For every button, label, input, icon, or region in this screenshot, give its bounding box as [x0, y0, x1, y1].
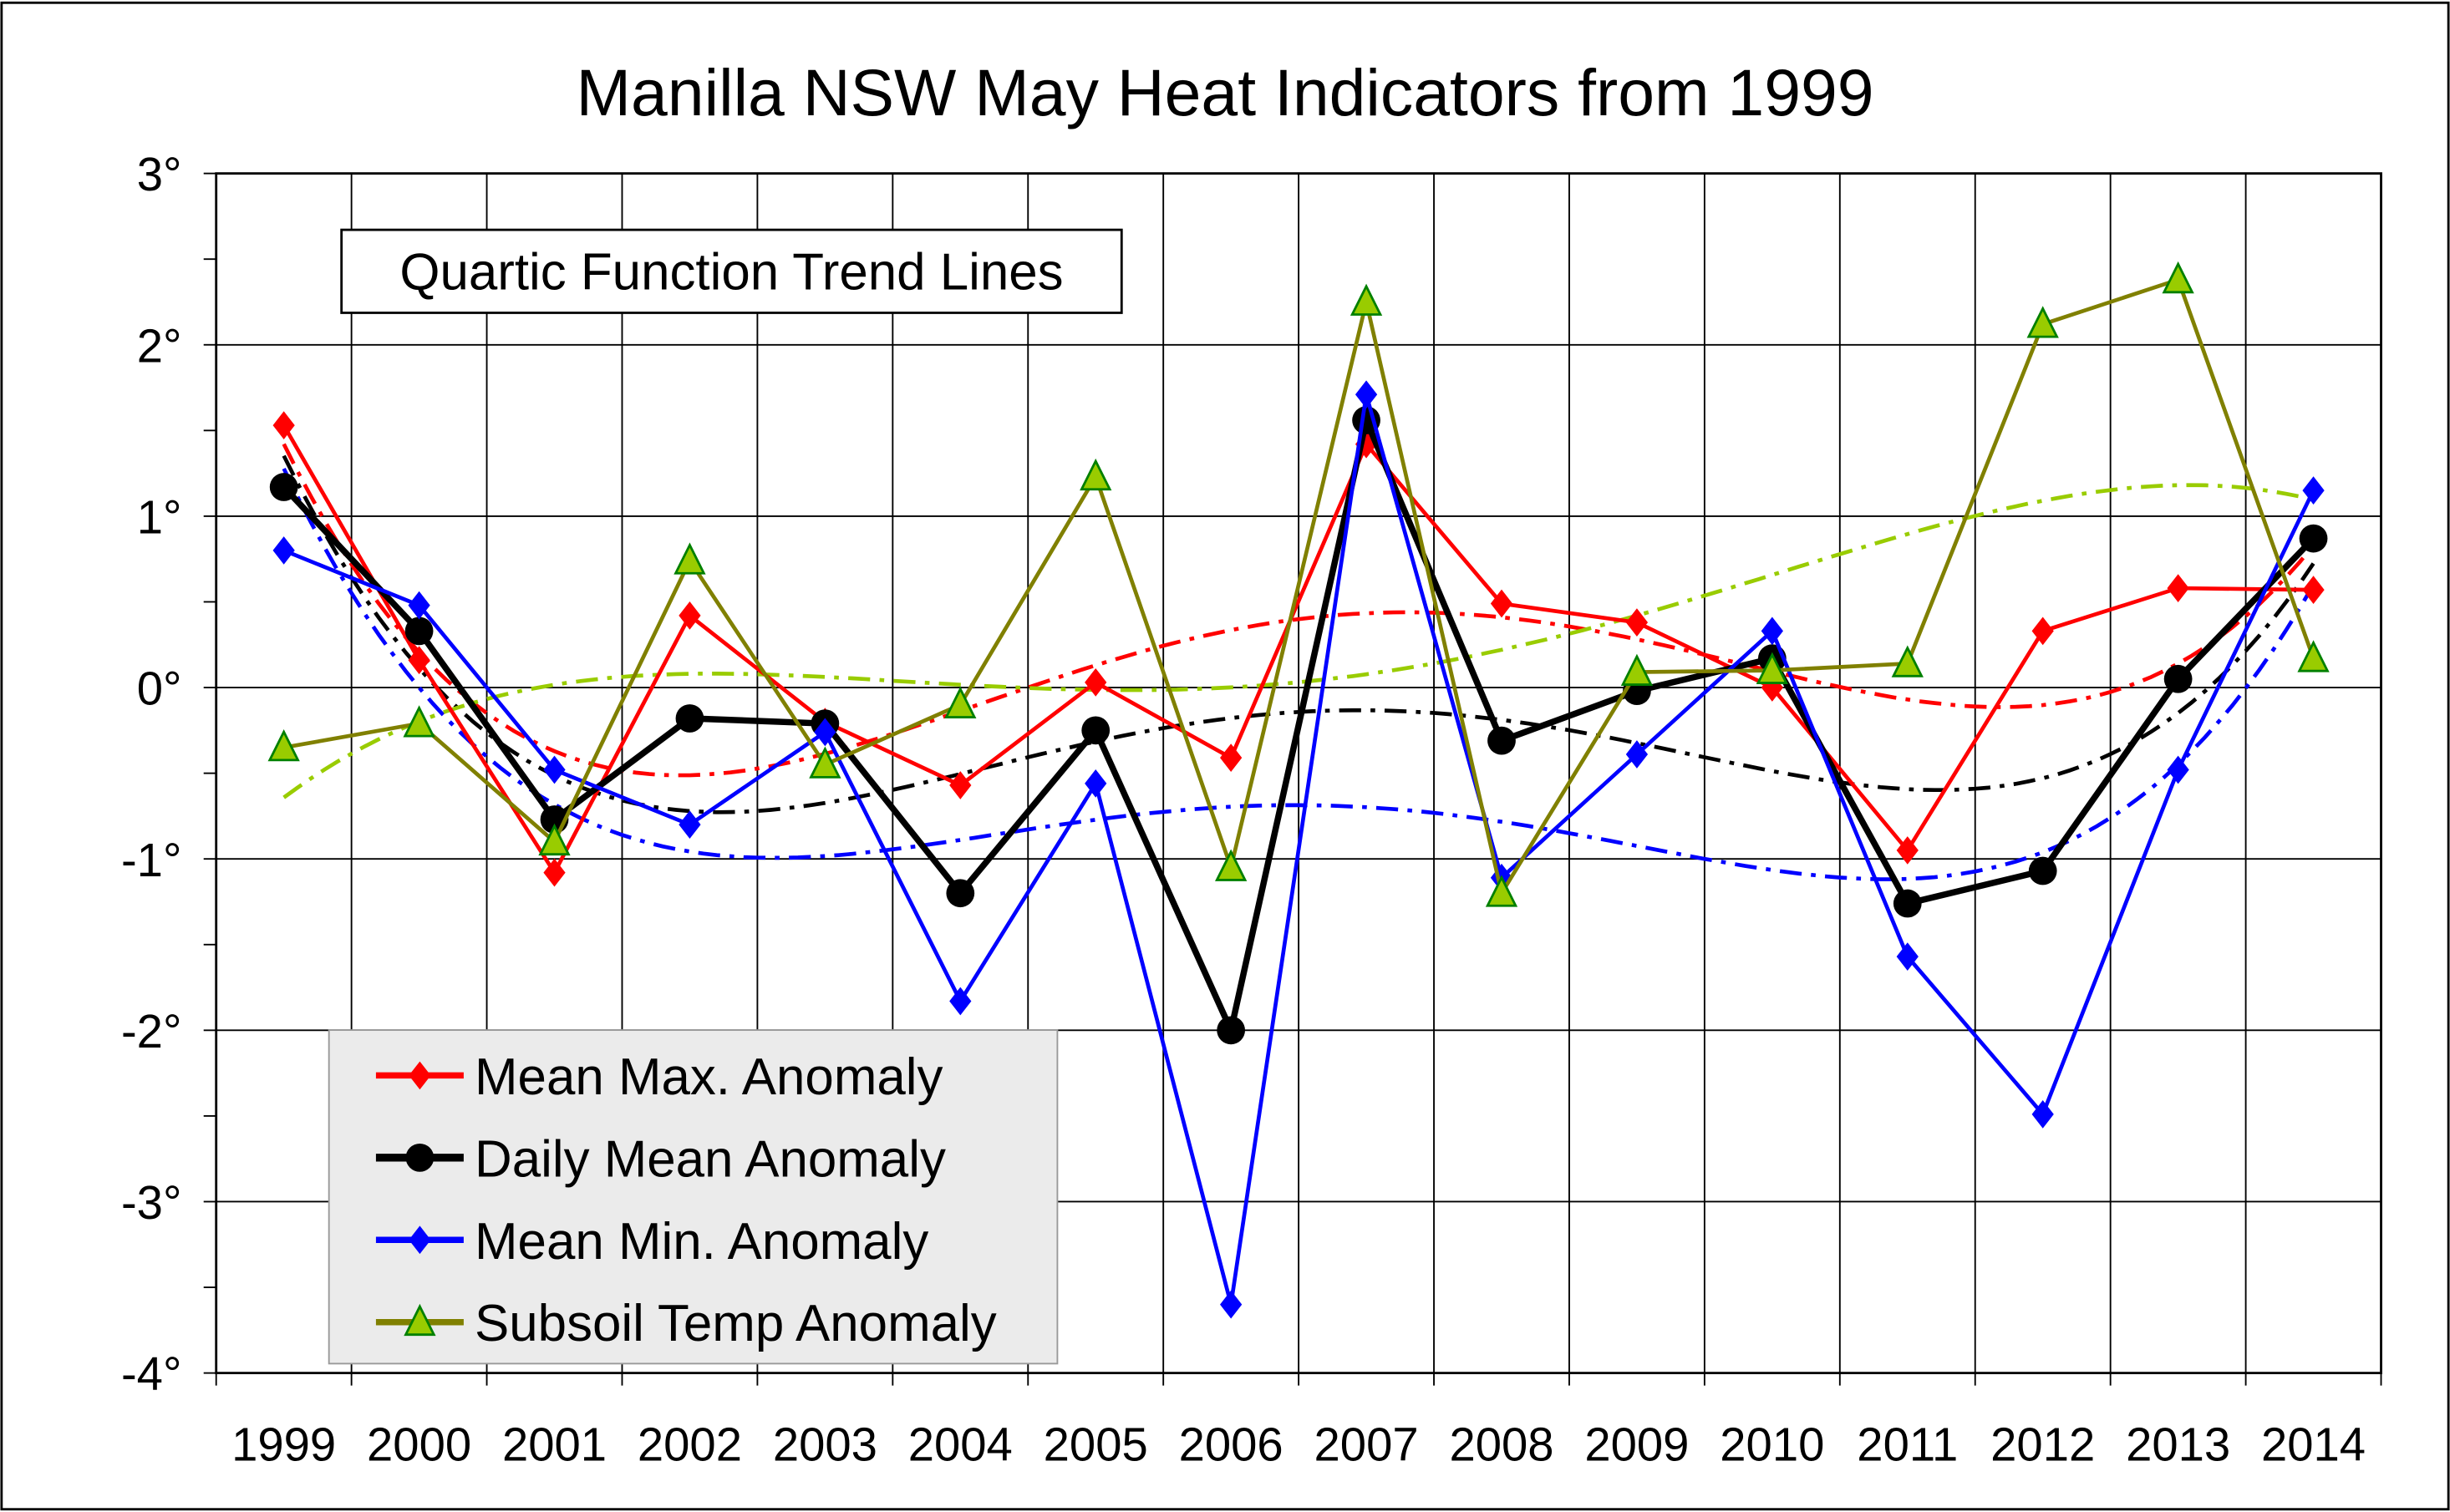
x-tick-label: 2012 — [1990, 1418, 2095, 1471]
x-tick-label: 2011 — [1857, 1418, 1958, 1471]
y-tick-label: 2° — [137, 319, 182, 372]
triangle-marker — [403, 705, 435, 738]
circle-marker — [269, 473, 298, 501]
series-3 — [267, 261, 2330, 907]
x-tick-label: 1999 — [231, 1418, 336, 1471]
triangle-marker — [1756, 652, 1788, 684]
triangle-marker — [1080, 458, 1112, 491]
diamond-marker — [1761, 616, 1783, 646]
diamond-marker — [1490, 589, 1513, 618]
legend-label: Subsoil Temp Anomaly — [475, 1295, 997, 1352]
y-tick-label: -3° — [121, 1176, 182, 1229]
annotation-text: Quartic Function Trend Lines — [399, 243, 1063, 301]
x-tick-label: 2008 — [1449, 1418, 1553, 1471]
triangle-marker — [2297, 640, 2330, 672]
triangle-marker — [1485, 875, 1518, 907]
x-tick-label: 2005 — [1044, 1418, 1148, 1471]
diamond-marker — [2031, 616, 2054, 646]
trend-line-2 — [282, 467, 2315, 881]
x-axis: 1999 2000 2001 2002 2003 2004 2005 2006 2007 2008… — [215, 1372, 2382, 1471]
diamond-marker — [1625, 740, 1649, 769]
legend: Mean Max. Anomaly Daily Mean Anomaly Mean … — [328, 1029, 1059, 1365]
legend-label: Mean Min. Anomaly — [475, 1213, 928, 1271]
circle-marker — [1893, 889, 1922, 918]
triangle-marker — [2026, 306, 2059, 338]
triangle-marker — [2162, 261, 2194, 294]
series-line — [282, 393, 2315, 1306]
circle-marker — [1081, 716, 1111, 745]
x-tick-label: 2002 — [638, 1418, 742, 1471]
triangle-marker — [809, 746, 841, 779]
series-line — [282, 424, 2314, 877]
x-tick-label: 2001 — [502, 1418, 607, 1471]
x-tick-label: 2007 — [1314, 1418, 1419, 1471]
x-tick-label: 2003 — [773, 1418, 877, 1471]
circle-marker — [2028, 856, 2057, 885]
circle-marker — [2299, 524, 2328, 553]
y-tick-label: -4° — [121, 1347, 182, 1400]
y-tick-label: -1° — [121, 834, 182, 886]
triangle-marker — [538, 823, 571, 856]
y-tick-label: -2° — [121, 1005, 182, 1058]
legend-label: Daily Mean Anomaly — [475, 1130, 946, 1188]
diamond-marker — [1085, 769, 1107, 798]
diamond-marker — [679, 601, 701, 630]
diamond-marker — [408, 591, 430, 620]
triangle-marker — [1215, 849, 1248, 881]
trend-line-3 — [282, 483, 2315, 799]
diamond-marker — [1085, 668, 1107, 697]
triangle-marker — [1350, 283, 1383, 316]
diamond-marker — [408, 646, 430, 675]
circle-marker — [2163, 664, 2193, 693]
x-tick-label: 2010 — [1720, 1418, 1824, 1471]
diamond-marker — [679, 810, 701, 840]
circle-marker — [404, 616, 434, 646]
triangle-marker — [404, 1303, 436, 1337]
y-tick-label: 3° — [137, 148, 182, 200]
diamond-marker — [2167, 574, 2189, 602]
x-tick-label: 2000 — [367, 1418, 471, 1471]
annotation-box: Quartic Function Trend Lines — [340, 228, 1123, 314]
circle-marker — [405, 1143, 435, 1172]
triangle-marker — [1620, 653, 1654, 686]
x-tick-label: 2004 — [908, 1418, 1013, 1471]
series-line — [281, 409, 2316, 1041]
y-axis: 3° 2° 1° 0° -1° -2° -3° -4° — [121, 148, 216, 1400]
legend-label: Mean Max. Anomaly — [475, 1048, 943, 1106]
triangle-marker — [944, 686, 977, 718]
diamond-marker — [1625, 608, 1649, 637]
diamond-marker — [1896, 836, 1919, 865]
diamond-marker — [1355, 380, 1378, 409]
diamond-marker — [1220, 743, 1243, 773]
series-lines — [267, 261, 2330, 1319]
triangle-marker — [1891, 645, 1924, 677]
circle-marker — [946, 879, 975, 908]
triangle-marker — [673, 542, 706, 575]
x-tick-label: 2006 — [1179, 1418, 1283, 1471]
series-line — [283, 277, 2315, 899]
y-tick-label: 0° — [137, 662, 182, 715]
triangle-marker — [267, 728, 300, 762]
x-tick-label: 2013 — [2126, 1418, 2230, 1471]
x-tick-label: 2014 — [2261, 1418, 2366, 1471]
circle-marker — [1217, 1016, 1246, 1045]
circle-marker — [1487, 726, 1516, 755]
chart-title: Manilla NSW May Heat Indicators from 199… — [576, 56, 1873, 129]
y-tick-label: 1° — [137, 491, 182, 544]
x-tick-label: 2009 — [1584, 1418, 1689, 1471]
circle-marker — [675, 704, 704, 733]
diamond-marker — [949, 771, 972, 799]
